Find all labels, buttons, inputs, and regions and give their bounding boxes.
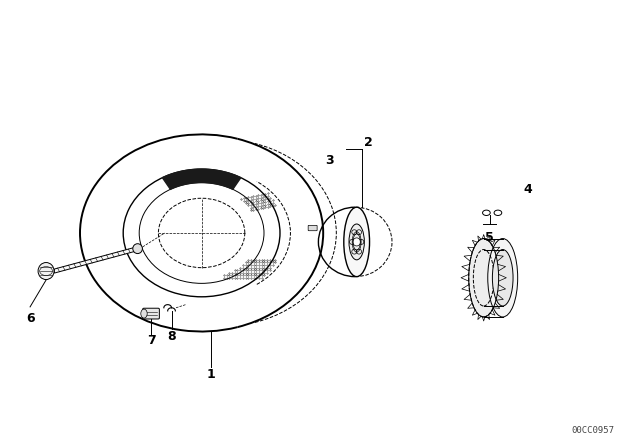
Ellipse shape xyxy=(133,244,143,254)
Text: 8: 8 xyxy=(167,329,176,343)
Text: 00CC0957: 00CC0957 xyxy=(572,426,614,435)
Text: 5: 5 xyxy=(485,231,494,244)
Ellipse shape xyxy=(349,224,364,260)
Ellipse shape xyxy=(492,250,513,306)
Text: 2: 2 xyxy=(364,136,372,149)
Text: 4: 4 xyxy=(524,183,532,196)
Ellipse shape xyxy=(353,238,360,246)
Text: 3: 3 xyxy=(325,154,334,167)
FancyBboxPatch shape xyxy=(143,308,159,319)
Ellipse shape xyxy=(344,207,369,276)
Ellipse shape xyxy=(468,238,499,317)
Text: 1: 1 xyxy=(207,367,216,381)
Text: 7: 7 xyxy=(147,334,156,347)
Polygon shape xyxy=(54,246,138,273)
Ellipse shape xyxy=(38,263,54,280)
Ellipse shape xyxy=(488,238,518,317)
Ellipse shape xyxy=(141,309,147,318)
Polygon shape xyxy=(163,169,241,190)
FancyBboxPatch shape xyxy=(308,225,317,231)
Text: 6: 6 xyxy=(26,311,35,325)
